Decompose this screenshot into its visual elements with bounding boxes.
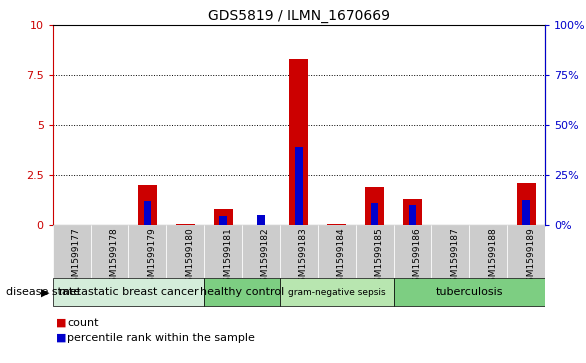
Text: GSM1599186: GSM1599186	[413, 228, 421, 289]
Text: gram-negative sepsis: gram-negative sepsis	[288, 288, 386, 297]
FancyBboxPatch shape	[204, 225, 242, 278]
Text: GSM1599184: GSM1599184	[337, 228, 346, 288]
Text: disease state: disease state	[6, 287, 80, 297]
FancyBboxPatch shape	[280, 225, 318, 278]
Text: GSM1599189: GSM1599189	[526, 228, 535, 289]
Bar	[219, 216, 227, 225]
Bar	[144, 201, 151, 225]
Text: GSM1599182: GSM1599182	[261, 228, 270, 288]
Text: GSM1599183: GSM1599183	[299, 228, 308, 289]
Text: metastatic breast cancer: metastatic breast cancer	[59, 287, 198, 297]
Text: GSM1599187: GSM1599187	[450, 228, 459, 289]
Text: GSM1599180: GSM1599180	[185, 228, 195, 289]
Bar	[327, 224, 346, 225]
FancyBboxPatch shape	[91, 225, 128, 278]
Text: GSM1599185: GSM1599185	[374, 228, 384, 289]
Bar	[371, 203, 379, 225]
Text: tuberculosis: tuberculosis	[435, 287, 503, 297]
Text: percentile rank within the sample: percentile rank within the sample	[67, 333, 255, 343]
Bar	[138, 185, 157, 225]
Text: GSM1599179: GSM1599179	[148, 228, 156, 289]
FancyBboxPatch shape	[394, 225, 431, 278]
Text: ▶: ▶	[41, 287, 50, 297]
Text: healthy control: healthy control	[200, 287, 284, 297]
Bar	[257, 215, 265, 225]
Bar	[408, 205, 416, 225]
Bar	[517, 183, 536, 225]
Text: GSM1599181: GSM1599181	[223, 228, 232, 289]
FancyBboxPatch shape	[318, 225, 356, 278]
Bar	[214, 209, 233, 225]
FancyBboxPatch shape	[166, 225, 204, 278]
FancyBboxPatch shape	[53, 225, 91, 278]
Bar	[365, 187, 384, 225]
Bar	[522, 200, 530, 225]
FancyBboxPatch shape	[53, 278, 204, 306]
Bar	[289, 59, 308, 225]
FancyBboxPatch shape	[394, 278, 545, 306]
FancyBboxPatch shape	[242, 225, 280, 278]
FancyBboxPatch shape	[128, 225, 166, 278]
Text: GSM1599177: GSM1599177	[71, 228, 81, 289]
Text: GSM1599178: GSM1599178	[110, 228, 118, 289]
Text: ■: ■	[56, 333, 66, 343]
Text: GSM1599188: GSM1599188	[488, 228, 497, 289]
FancyBboxPatch shape	[280, 278, 394, 306]
FancyBboxPatch shape	[356, 225, 394, 278]
Bar	[176, 224, 195, 225]
Bar	[403, 199, 422, 225]
FancyBboxPatch shape	[204, 278, 280, 306]
FancyBboxPatch shape	[507, 225, 545, 278]
Bar	[295, 147, 302, 225]
FancyBboxPatch shape	[469, 225, 507, 278]
FancyBboxPatch shape	[431, 225, 469, 278]
Text: count: count	[67, 318, 99, 328]
Title: GDS5819 / ILMN_1670669: GDS5819 / ILMN_1670669	[208, 9, 390, 23]
Text: ■: ■	[56, 318, 66, 328]
